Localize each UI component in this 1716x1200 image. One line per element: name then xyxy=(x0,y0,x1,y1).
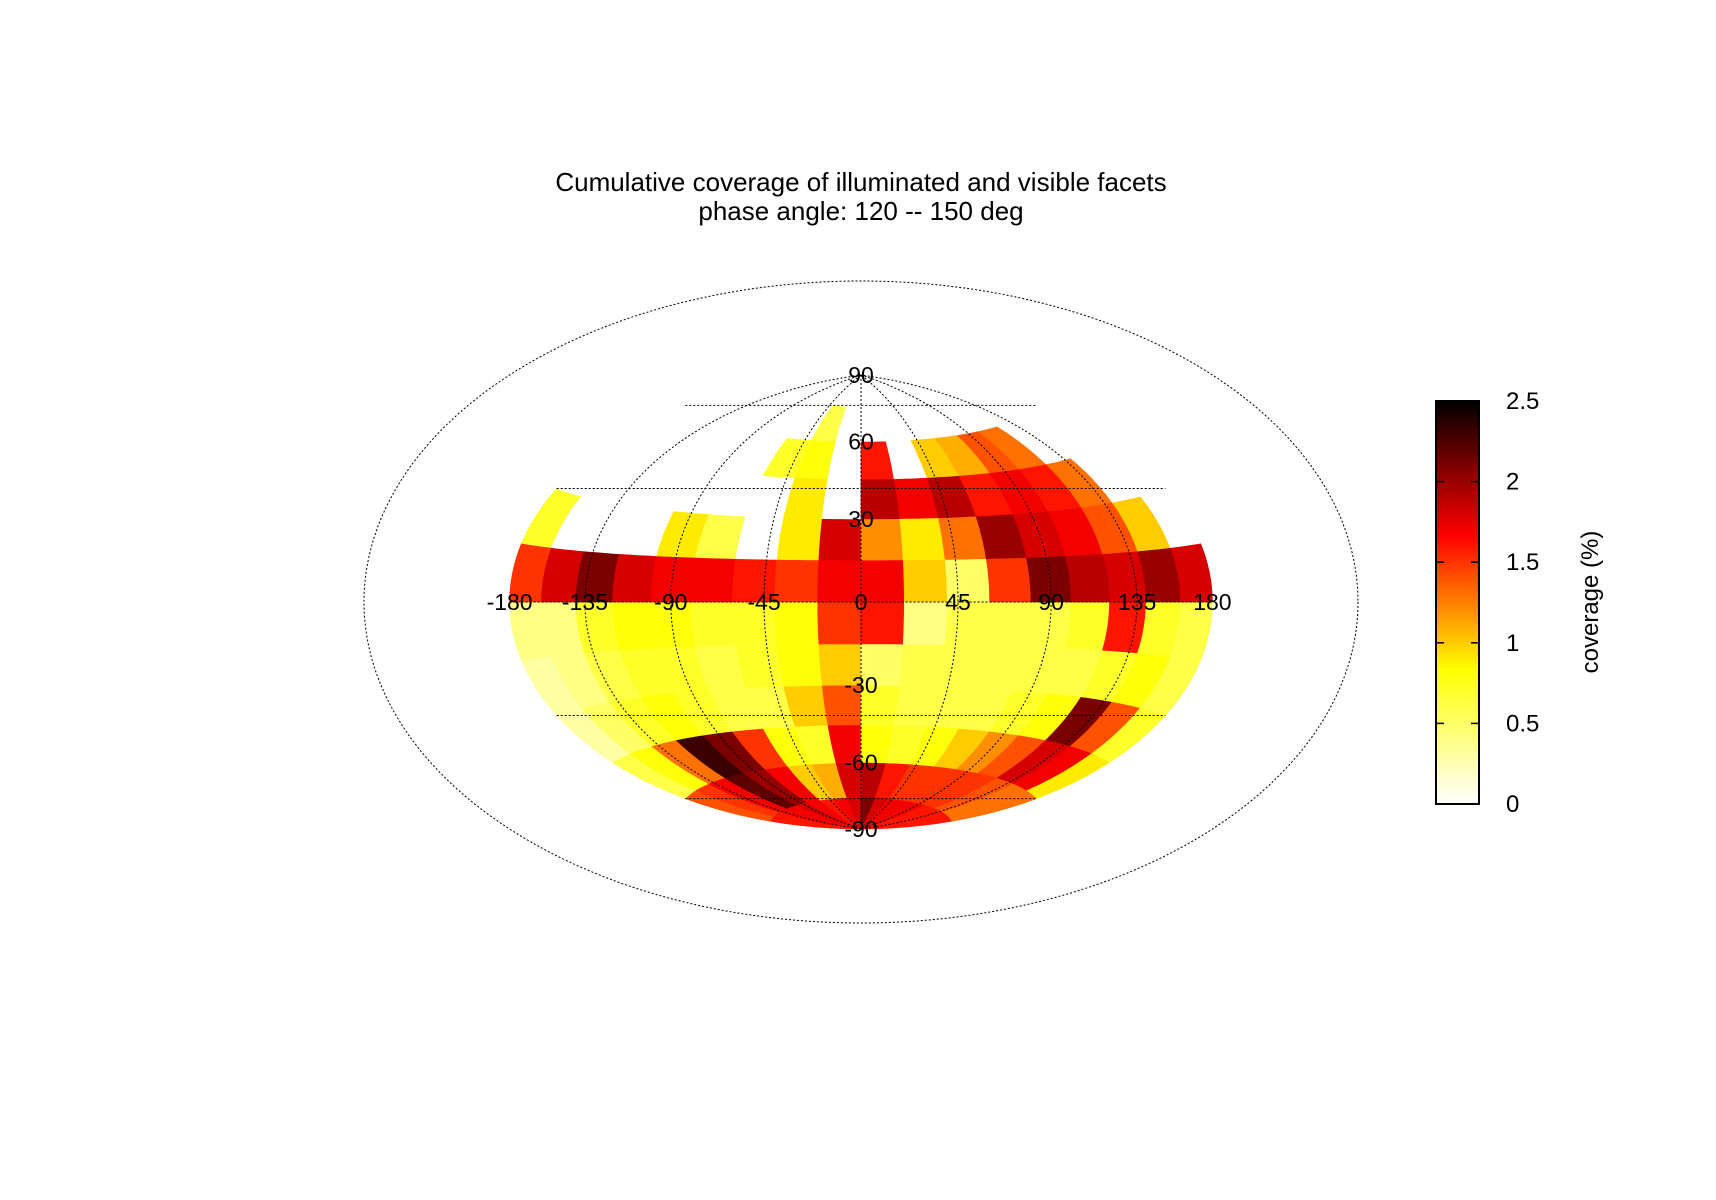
longitude-tick-label: 135 xyxy=(1118,589,1156,615)
heatmap-cell xyxy=(985,601,1032,647)
heatmap-cell xyxy=(860,374,953,388)
heatmap-cell xyxy=(899,517,946,561)
meridian-line xyxy=(763,374,862,830)
longitude-tick-label: -135 xyxy=(562,589,608,615)
heatmap-cell xyxy=(774,601,820,645)
heatmap-cell xyxy=(612,553,658,603)
colorbar-tick-label: 1.5 xyxy=(1506,549,1539,576)
longitude-tick-label: -180 xyxy=(487,589,533,615)
heatmap-cell xyxy=(1064,553,1110,603)
longitude-tick-label: 180 xyxy=(1193,589,1231,615)
latitude-tick-label: -30 xyxy=(844,672,877,698)
graticule xyxy=(509,374,1213,830)
colorbar: 0 0.5 1 1.5 2 2.5 coverage (%) xyxy=(1435,388,1604,818)
heatmap-cells xyxy=(509,374,1213,830)
heatmap-cell xyxy=(899,643,946,687)
latitude-tick-label: 60 xyxy=(848,429,874,455)
latitude-tick-label: 30 xyxy=(848,506,874,532)
meridian-line xyxy=(860,374,1138,830)
colorbar-tick-label: 0 xyxy=(1506,791,1519,818)
chart-subtitle: phase angle: 120 -- 150 deg xyxy=(698,196,1023,226)
axis-tick-labels: -180 -135 -90 -45 0 45 90 135 180 90 60 30 -30 -60 -90 xyxy=(487,362,1232,842)
heatmap-cell xyxy=(1064,601,1110,651)
heatmap-cell xyxy=(860,559,905,603)
heatmap-cell xyxy=(985,557,1032,603)
heatmap-cell xyxy=(690,557,737,603)
heatmap-cell xyxy=(690,601,737,647)
heatmap-cell xyxy=(902,601,948,645)
heatmap-cell xyxy=(776,517,823,561)
heatmap-cell xyxy=(776,643,823,687)
longitude-tick-label: 45 xyxy=(945,589,971,615)
longitude-tick-label: 90 xyxy=(1038,589,1064,615)
colorbar-label: coverage (%) xyxy=(1577,531,1604,674)
colorbar-scale xyxy=(1435,400,1480,805)
chart-title: Cumulative coverage of illuminated and v… xyxy=(555,167,1166,197)
meridian-line xyxy=(584,374,862,830)
longitude-tick-label: -45 xyxy=(747,589,780,615)
latitude-tick-label: 90 xyxy=(848,362,874,388)
colorbar-tick-label: 0.5 xyxy=(1506,710,1539,737)
longitude-tick-label: -90 xyxy=(654,589,687,615)
heatmap-cell xyxy=(902,559,948,603)
heatmap-cell xyxy=(612,601,658,651)
colorbar-tick-label: 2.5 xyxy=(1506,388,1539,415)
heatmap-cell xyxy=(774,559,820,603)
longitude-tick-label: 0 xyxy=(855,589,868,615)
meridian-line xyxy=(860,374,959,830)
colorbar-tick-label: 2 xyxy=(1506,469,1519,496)
heatmap-cell xyxy=(860,601,905,645)
map-boundary xyxy=(363,280,1359,924)
colorbar-ticks: 0 0.5 1 1.5 2 2.5 xyxy=(1436,388,1539,818)
colorbar-tick-label: 1 xyxy=(1506,630,1519,657)
latitude-tick-label: -60 xyxy=(844,750,877,776)
latitude-tick-label: -90 xyxy=(844,816,877,842)
